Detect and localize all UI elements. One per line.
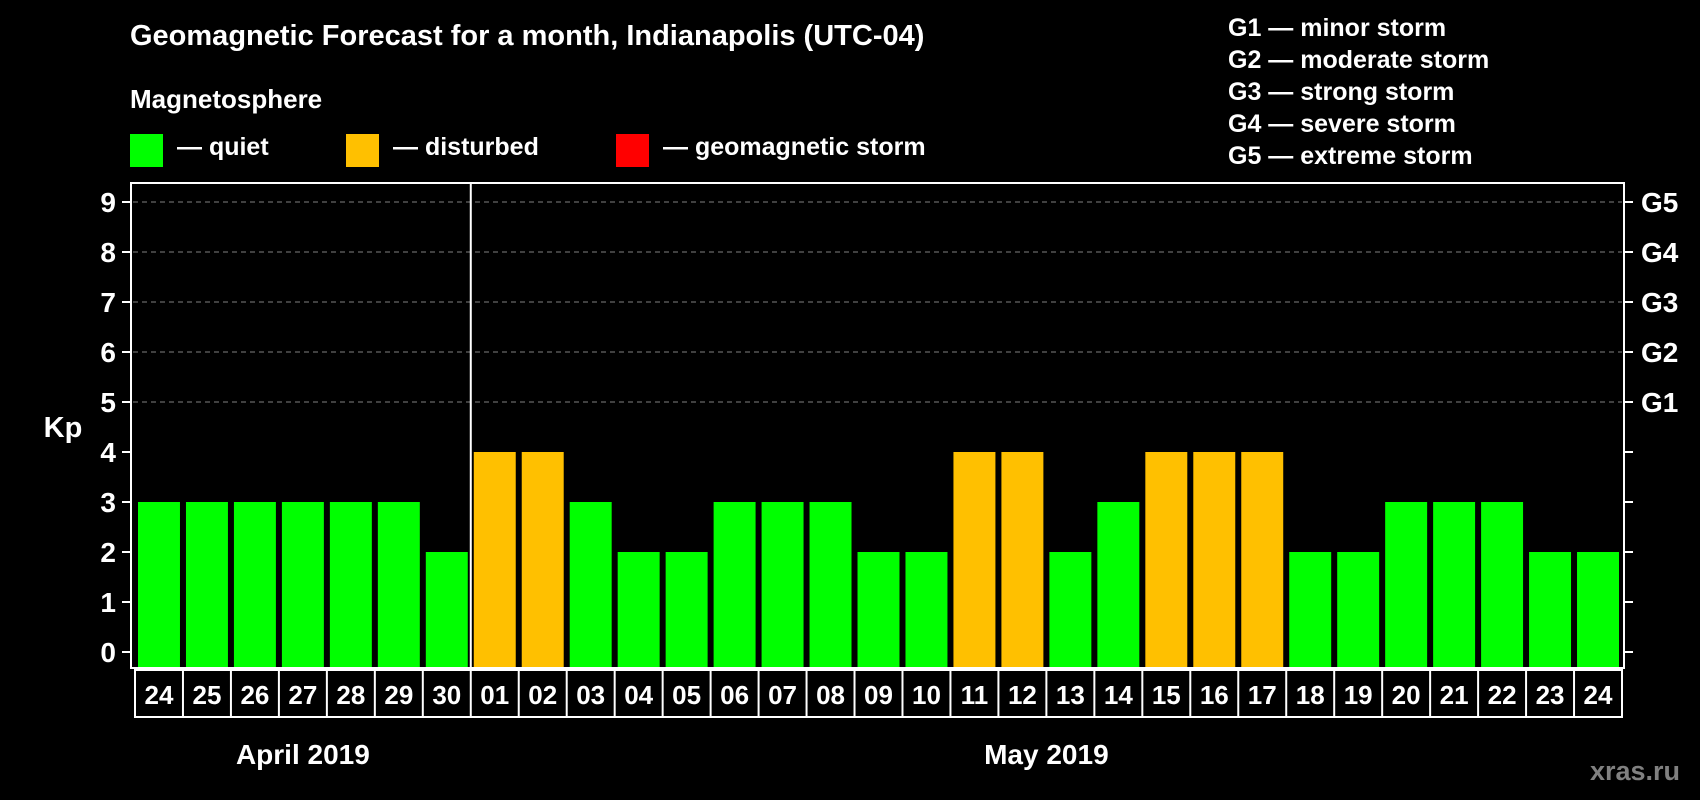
y-tick-label: 4 bbox=[100, 437, 116, 468]
day-label: 19 bbox=[1344, 680, 1373, 710]
y-tick-label: 9 bbox=[100, 187, 116, 218]
legend-label-storm: — geomagnetic storm bbox=[663, 133, 926, 161]
y-tick-label: 8 bbox=[100, 237, 116, 268]
day-label: 18 bbox=[1296, 680, 1325, 710]
day-label: 22 bbox=[1488, 680, 1517, 710]
month-label: May 2019 bbox=[984, 739, 1109, 770]
bar bbox=[1577, 552, 1619, 667]
bar bbox=[1145, 452, 1188, 667]
bar bbox=[809, 502, 852, 667]
bar bbox=[713, 502, 756, 667]
y-tick-label: 3 bbox=[100, 487, 116, 518]
bar bbox=[1097, 502, 1140, 667]
y-tick-label: 0 bbox=[100, 637, 116, 668]
day-label: 25 bbox=[192, 680, 221, 710]
month-label: April 2019 bbox=[236, 739, 370, 770]
legend-label-disturbed: — disturbed bbox=[393, 133, 539, 161]
chart-title: Geomagnetic Forecast for a month, Indian… bbox=[130, 20, 925, 52]
y-tick-label: 7 bbox=[100, 287, 116, 318]
day-label: 06 bbox=[720, 680, 749, 710]
legend-heading: Magnetosphere bbox=[130, 84, 323, 114]
storm-scale-g2: G2 — moderate storm bbox=[1228, 46, 1490, 74]
y-axis-label: Kp bbox=[44, 412, 83, 444]
bar bbox=[377, 502, 420, 667]
day-label: 15 bbox=[1152, 680, 1181, 710]
bar bbox=[138, 502, 180, 667]
g-scale-label: G2 bbox=[1641, 337, 1678, 368]
g-scale-label: G4 bbox=[1641, 237, 1679, 268]
bar bbox=[233, 502, 276, 667]
y-tick-label: 6 bbox=[100, 337, 116, 368]
bar bbox=[617, 552, 660, 667]
storm-scale-g4: G4 — severe storm bbox=[1228, 110, 1456, 138]
g-scale-label: G5 bbox=[1641, 187, 1678, 218]
legend-label-quiet: — quiet bbox=[177, 133, 269, 161]
legend-swatch-storm bbox=[616, 134, 649, 167]
watermark: xras.ru bbox=[1589, 756, 1680, 786]
g-scale-label: G3 bbox=[1641, 287, 1678, 318]
bar bbox=[1289, 552, 1332, 667]
day-label: 01 bbox=[480, 680, 509, 710]
day-label: 21 bbox=[1440, 680, 1469, 710]
bar bbox=[185, 502, 228, 667]
day-label: 02 bbox=[528, 680, 557, 710]
day-label: 11 bbox=[961, 680, 989, 710]
bar bbox=[425, 552, 468, 667]
day-label: 30 bbox=[432, 680, 461, 710]
day-label: 26 bbox=[240, 680, 269, 710]
bar bbox=[1385, 502, 1428, 667]
plot-frame bbox=[130, 182, 1625, 669]
bar bbox=[1433, 502, 1476, 667]
day-label: 24 bbox=[145, 680, 174, 710]
storm-scale-g5: G5 — extreme storm bbox=[1228, 142, 1473, 170]
bar bbox=[1529, 552, 1572, 667]
day-label: 24 bbox=[1584, 680, 1613, 710]
bar bbox=[281, 502, 324, 667]
day-label: 08 bbox=[816, 680, 845, 710]
legend-swatch-disturbed bbox=[346, 134, 379, 167]
day-label: 20 bbox=[1392, 680, 1421, 710]
bar bbox=[1241, 452, 1284, 667]
bar bbox=[1193, 452, 1236, 667]
day-label: 14 bbox=[1104, 680, 1133, 710]
day-label: 28 bbox=[336, 680, 365, 710]
bar bbox=[1001, 452, 1044, 667]
storm-scale-g1: G1 — minor storm bbox=[1228, 14, 1447, 42]
bar bbox=[329, 502, 372, 667]
day-strip bbox=[134, 669, 1623, 718]
bar bbox=[1481, 502, 1524, 667]
bar bbox=[953, 452, 996, 667]
day-label: 09 bbox=[864, 680, 893, 710]
day-label: 17 bbox=[1248, 680, 1277, 710]
bar bbox=[761, 502, 804, 667]
y-tick-label: 2 bbox=[100, 537, 116, 568]
day-label: 05 bbox=[672, 680, 701, 710]
day-label: 10 bbox=[912, 680, 941, 710]
bar bbox=[569, 502, 612, 667]
bar bbox=[665, 552, 708, 667]
day-label: 27 bbox=[288, 680, 317, 710]
day-label: 07 bbox=[768, 680, 797, 710]
day-label: 03 bbox=[576, 680, 605, 710]
bar bbox=[1049, 552, 1092, 667]
bar bbox=[905, 552, 948, 667]
day-label: 23 bbox=[1536, 680, 1565, 710]
bar bbox=[521, 452, 564, 667]
y-tick-label: 1 bbox=[100, 587, 116, 618]
day-label: 04 bbox=[624, 680, 653, 710]
day-label: 16 bbox=[1200, 680, 1229, 710]
bar bbox=[857, 552, 900, 667]
bar bbox=[473, 452, 516, 667]
g-scale-label: G1 bbox=[1641, 387, 1678, 418]
day-label: 29 bbox=[384, 680, 413, 710]
legend-swatch-quiet bbox=[130, 134, 163, 167]
storm-scale-g3: G3 — strong storm bbox=[1228, 78, 1455, 106]
y-tick-label: 5 bbox=[100, 387, 116, 418]
bar bbox=[1337, 552, 1380, 667]
day-label: 13 bbox=[1056, 680, 1085, 710]
day-label: 12 bbox=[1008, 680, 1037, 710]
